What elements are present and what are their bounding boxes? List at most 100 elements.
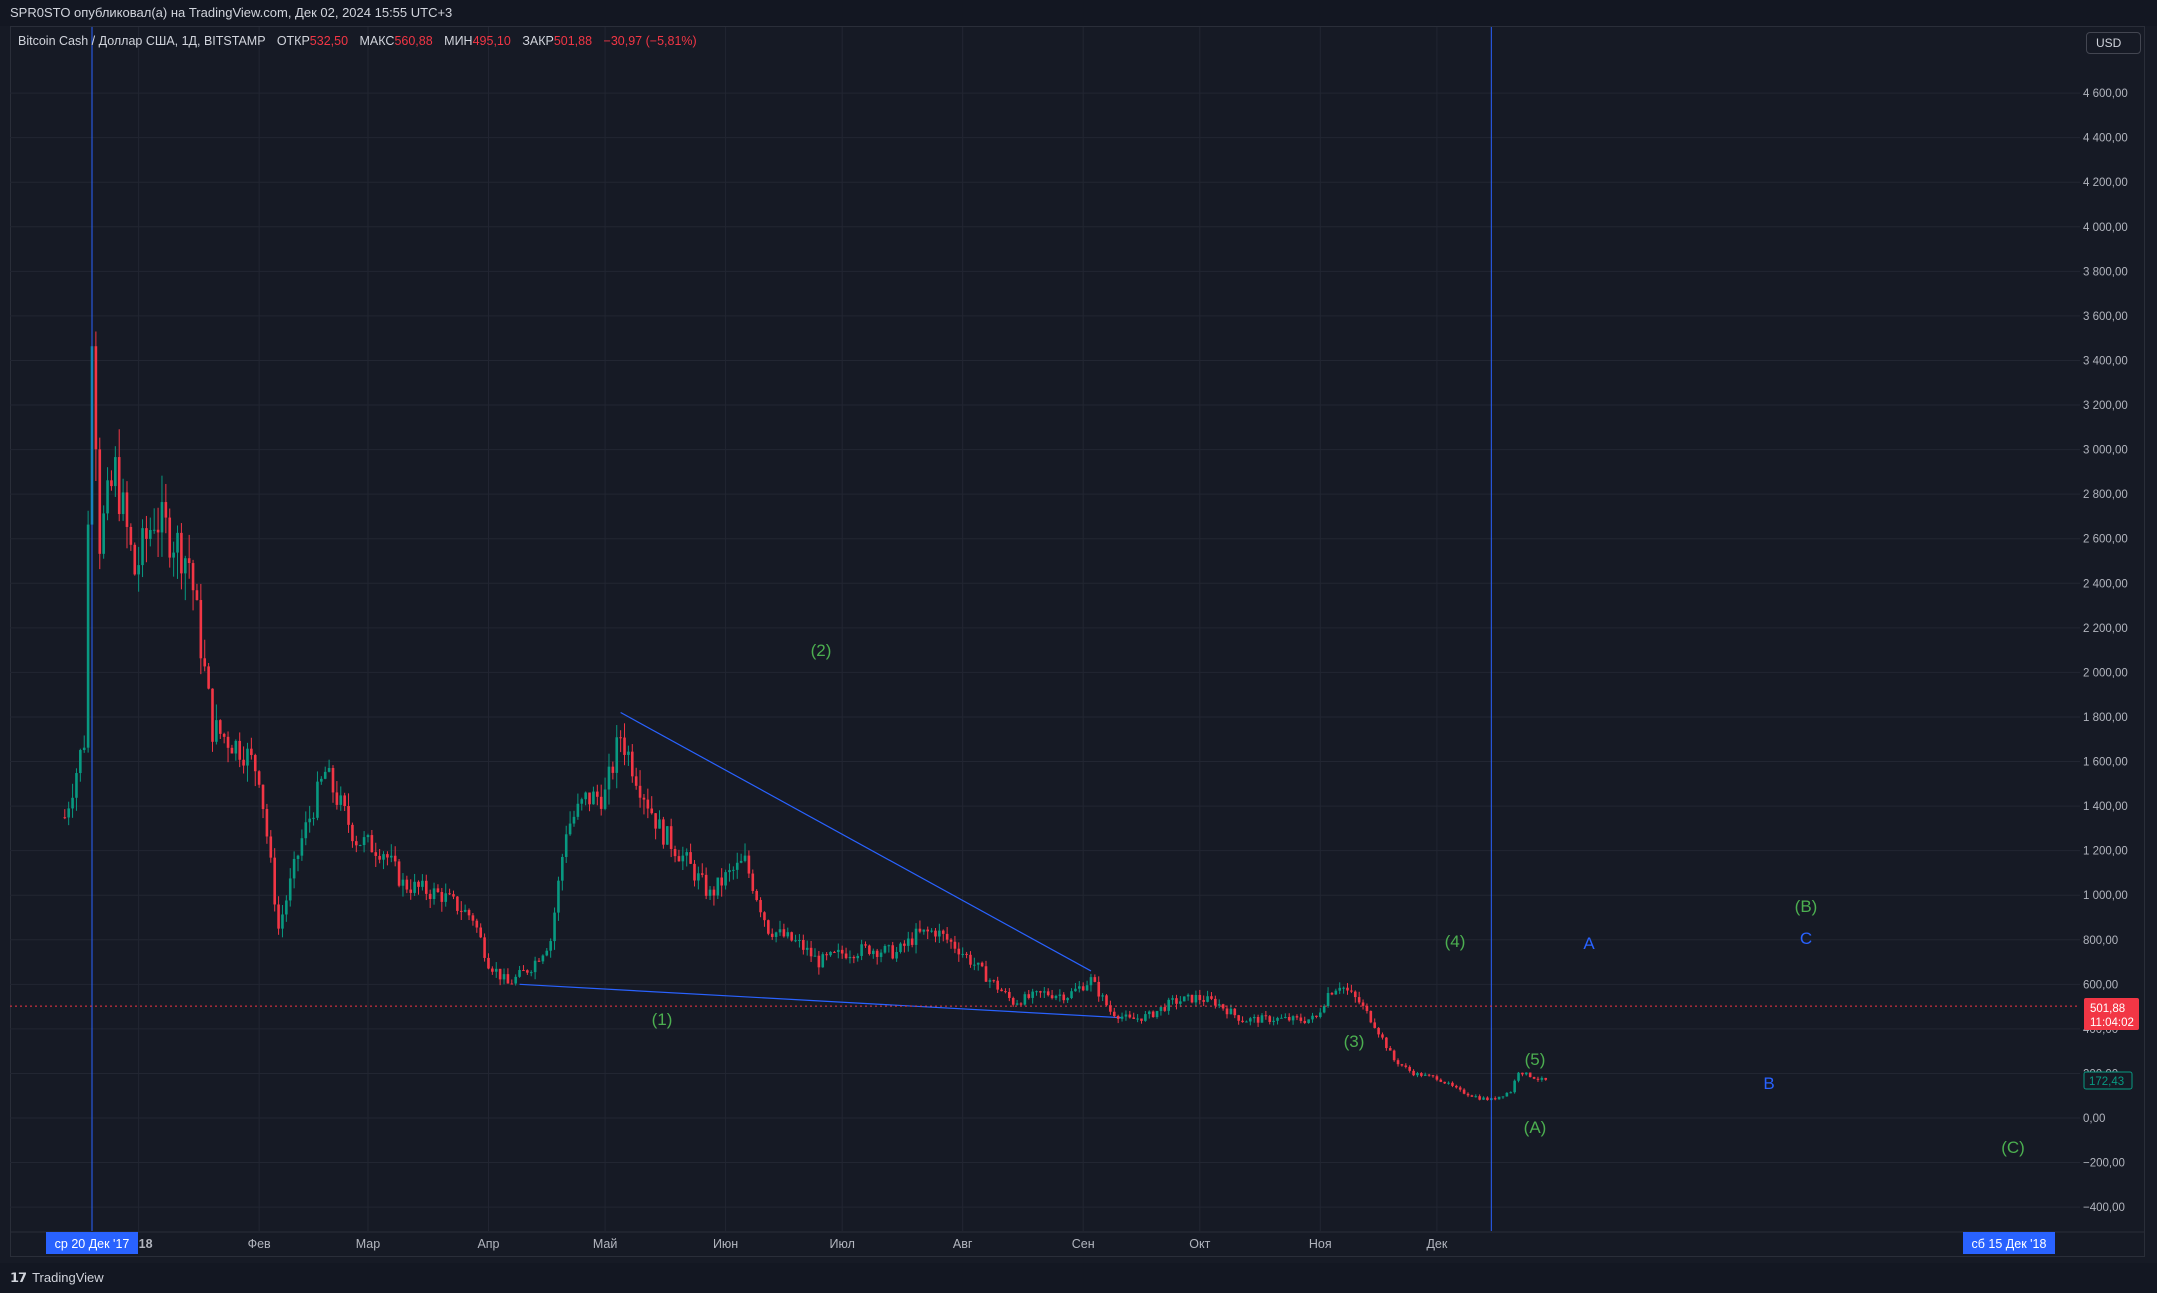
candle-body <box>1167 999 1170 1011</box>
time-tick-label: Апр <box>477 1237 499 1251</box>
candle-body <box>949 939 953 942</box>
candle-body <box>961 953 964 955</box>
candle-body <box>133 544 137 575</box>
candle-body <box>393 855 397 862</box>
candle-body <box>599 796 603 809</box>
candle-body <box>1171 998 1174 1000</box>
candle-body <box>965 953 968 955</box>
right-date-marker: сб 15 Дек '18 <box>1972 1237 2047 1251</box>
candle-body <box>825 954 828 956</box>
price-tick-label: 3 000,00 <box>2083 445 2128 457</box>
candle-body <box>382 854 385 860</box>
candle-body <box>1501 1096 1505 1098</box>
tradingview-logo-icon: 𝟭𝟳 <box>10 1270 27 1285</box>
candle-body <box>1431 1075 1435 1077</box>
candle-body <box>1439 1079 1443 1082</box>
candle-body <box>813 955 817 957</box>
candle-body <box>1353 991 1357 998</box>
price-tick-label: 1 400,00 <box>2083 801 2128 813</box>
candle-body <box>1070 991 1073 999</box>
candle-body <box>156 529 160 533</box>
candle-body <box>339 795 343 805</box>
candle-body <box>934 930 937 937</box>
candle-body <box>720 877 723 886</box>
candle-body <box>1381 1034 1384 1038</box>
candle-body <box>1505 1092 1509 1097</box>
candle-body <box>1136 1018 1139 1020</box>
time-axis[interactable]: 2018 Фев Мар Апр Май Июн Июл Авг Сен Окт Ноя Дек <box>125 1237 1448 1251</box>
candle-body <box>1287 1017 1291 1021</box>
time-tick-label: Июн <box>713 1237 738 1251</box>
candle-body <box>1412 1070 1415 1076</box>
wave-label-4: (4) <box>1445 932 1466 951</box>
candle-body <box>1311 1015 1314 1020</box>
candle-body <box>456 896 459 911</box>
candle-body <box>992 980 996 982</box>
candle-body <box>1350 990 1353 992</box>
candle-body <box>1237 1015 1240 1021</box>
open-label: ОТКР <box>276 34 310 48</box>
candle-body <box>996 980 999 990</box>
price-tick-label: 800,00 <box>2083 935 2118 947</box>
candle-body <box>809 947 813 957</box>
candle-body <box>1019 1003 1023 1005</box>
wave-label-B-major: (B) <box>1795 897 1818 916</box>
currency-button[interactable]: USD <box>2086 32 2141 54</box>
candle-body <box>389 855 393 858</box>
candle-body <box>172 552 175 558</box>
time-tick-label: Ноя <box>1309 1237 1332 1251</box>
candle-body <box>1159 1007 1163 1011</box>
candle-body <box>164 502 168 518</box>
chart-frame[interactable] <box>10 26 2145 1257</box>
close-label: ЗАКР <box>522 34 554 48</box>
candle-body <box>871 950 875 955</box>
candle-body <box>1326 992 1330 1007</box>
candle-body <box>370 835 374 853</box>
candle-body <box>75 773 78 798</box>
candle-body <box>973 964 976 966</box>
candle-body <box>475 920 479 928</box>
candle-body <box>246 748 249 766</box>
wave-label-1: (1) <box>652 1010 673 1029</box>
candle-body <box>487 957 490 969</box>
candle-body <box>724 872 727 886</box>
candle-body <box>549 941 552 951</box>
candle-body <box>1365 1005 1369 1011</box>
candle-body <box>1066 998 1069 1001</box>
tradingview-logo[interactable]: 𝟭𝟳 TradingView <box>10 1263 104 1293</box>
candle-body <box>1346 987 1349 991</box>
time-tick-label: Сен <box>1072 1237 1095 1251</box>
candle-body <box>199 600 203 659</box>
candle-body <box>829 951 832 956</box>
wave-label-c: C <box>1800 929 1812 948</box>
candle-body <box>568 823 572 835</box>
candle-body <box>1186 994 1190 997</box>
candle-body <box>413 881 416 893</box>
candle-body <box>1447 1082 1450 1084</box>
candle-body <box>1198 994 1202 1001</box>
candle-body <box>533 960 537 973</box>
candle-body <box>1112 1011 1116 1017</box>
price-tick-label: 2 200,00 <box>2083 623 2128 635</box>
candle-body <box>1315 1015 1318 1017</box>
candle-body <box>1179 1001 1182 1004</box>
price-tick-label: 0,00 <box>2083 1113 2105 1125</box>
candle-body <box>362 837 366 846</box>
candle-body <box>697 873 700 881</box>
symbol-legend[interactable]: Bitcoin Cash / Доллар США, 1Д, BITSTAMP … <box>18 34 697 48</box>
trendlines[interactable] <box>519 711 1123 1019</box>
candle-body <box>576 803 580 817</box>
date-markers <box>91 27 1492 1231</box>
candle-body <box>347 806 350 825</box>
price-tick-label: −400,00 <box>2083 1202 2125 1214</box>
candle-body <box>1206 996 1209 1002</box>
price-axis[interactable]: 4 600,00 4 400,00 4 200,00 4 000,00 3 800,00… <box>2083 88 2128 1214</box>
high-value: 560,88 <box>394 34 433 48</box>
candle-body <box>1342 987 1345 989</box>
candle-body <box>1144 1014 1147 1021</box>
candle-body <box>903 943 906 946</box>
price-tick-label: 1 200,00 <box>2083 846 2128 858</box>
candle-body <box>1330 992 1334 995</box>
candle-body <box>755 890 758 901</box>
